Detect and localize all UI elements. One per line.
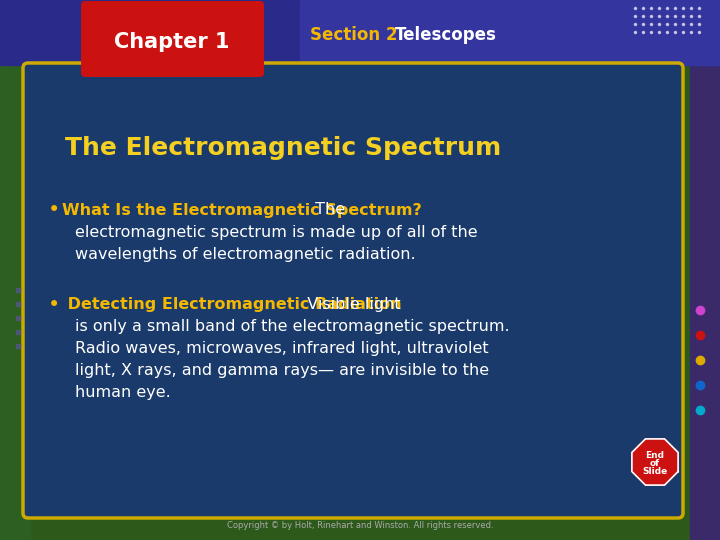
Text: The Electromagnetic Spectrum: The Electromagnetic Spectrum xyxy=(65,136,501,160)
Text: wavelengths of electromagnetic radiation.: wavelengths of electromagnetic radiation… xyxy=(75,246,415,261)
Text: Section 2: Section 2 xyxy=(310,26,403,44)
Text: Detecting Electromagnetic Radiation: Detecting Electromagnetic Radiation xyxy=(62,298,402,313)
Text: light, X rays, and gamma rays— are invisible to the: light, X rays, and gamma rays— are invis… xyxy=(75,363,489,379)
Text: Copyright © by Holt, Rinehart and Winston. All rights reserved.: Copyright © by Holt, Rinehart and Winsto… xyxy=(227,522,493,530)
Bar xyxy=(690,0,720,540)
Bar xyxy=(300,0,720,65)
Text: Telescopes: Telescopes xyxy=(395,26,497,44)
FancyBboxPatch shape xyxy=(81,1,264,77)
Text: Slide: Slide xyxy=(642,468,667,476)
Text: The: The xyxy=(310,202,345,218)
Bar xyxy=(0,0,30,540)
Text: End: End xyxy=(646,451,665,461)
Text: •: • xyxy=(48,200,60,220)
Text: is only a small band of the electromagnetic spectrum.: is only a small band of the electromagne… xyxy=(75,320,510,334)
Text: Visible light: Visible light xyxy=(297,298,400,313)
Text: human eye.: human eye. xyxy=(75,386,171,401)
FancyBboxPatch shape xyxy=(23,63,683,518)
Polygon shape xyxy=(632,439,678,485)
Text: Radio waves, microwaves, infrared light, ultraviolet: Radio waves, microwaves, infrared light,… xyxy=(75,341,489,356)
Text: of: of xyxy=(650,460,660,469)
Bar xyxy=(0,0,720,65)
Text: electromagnetic spectrum is made up of all of the: electromagnetic spectrum is made up of a… xyxy=(75,225,477,240)
Text: What Is the Electromagnetic Spectrum?: What Is the Electromagnetic Spectrum? xyxy=(62,202,422,218)
Text: •: • xyxy=(48,295,60,315)
Text: Chapter 1: Chapter 1 xyxy=(114,32,230,52)
